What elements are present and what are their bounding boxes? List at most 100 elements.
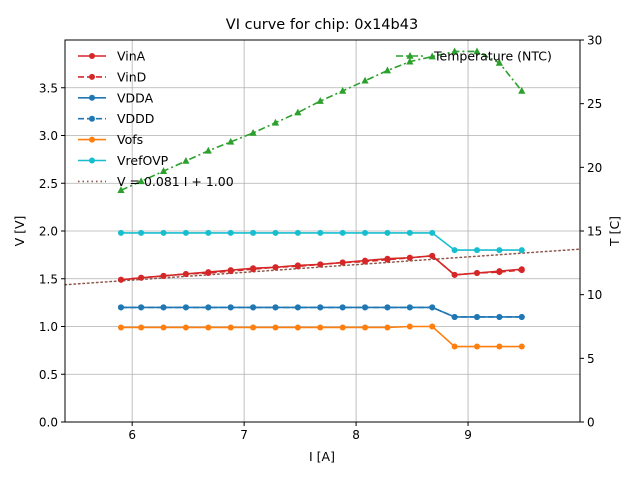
point-vofs bbox=[160, 324, 167, 331]
point-vind bbox=[250, 266, 257, 273]
legend-label-vddd: VDDD bbox=[117, 111, 154, 126]
point-vind bbox=[518, 267, 525, 274]
point-vrefovp bbox=[339, 229, 346, 236]
point-vddd bbox=[317, 304, 324, 311]
point-vrefovp bbox=[406, 229, 413, 236]
point-vofs bbox=[518, 343, 525, 350]
point-vind bbox=[362, 258, 369, 265]
y-tick-label: 1.0 bbox=[39, 320, 58, 334]
legend-label-fit: V = 0.081 I + 1.00 bbox=[117, 174, 234, 189]
series-layer bbox=[64, 47, 581, 350]
y-tick-label: 2.0 bbox=[39, 225, 58, 239]
point-temperature bbox=[294, 108, 302, 116]
point-vddd bbox=[496, 313, 503, 320]
y2-axis-label: T [C] bbox=[607, 216, 622, 247]
point-vrefovp bbox=[496, 247, 503, 254]
point-vind bbox=[406, 254, 413, 261]
point-vrefovp bbox=[362, 229, 369, 236]
point-vddd bbox=[138, 304, 145, 311]
point-vddd bbox=[117, 304, 124, 311]
point-vddd bbox=[205, 304, 212, 311]
point-temperature bbox=[249, 128, 257, 136]
point-vddd bbox=[227, 304, 234, 311]
point-temperature bbox=[339, 86, 347, 94]
point-vind bbox=[474, 270, 480, 277]
point-vofs bbox=[117, 324, 124, 331]
point-temperature bbox=[204, 146, 212, 154]
point-vddd bbox=[518, 313, 525, 320]
legend-marker-temperature bbox=[406, 52, 414, 59]
y-tick-label: 0.5 bbox=[39, 368, 58, 382]
point-vofs bbox=[227, 324, 234, 331]
point-temperature bbox=[383, 66, 392, 74]
point-vind bbox=[182, 270, 189, 277]
point-vind bbox=[496, 269, 503, 276]
point-vind bbox=[138, 274, 145, 281]
x-tick-label: 9 bbox=[464, 428, 472, 442]
legend-label-vrefovp: VrefOVP bbox=[117, 153, 169, 168]
point-vofs bbox=[474, 343, 480, 350]
y-tick-label: 3.0 bbox=[39, 129, 58, 143]
axes: 6 7 8 9 0.0 0.5 1.0 1.5 2.0 2.5 3.0 3.5 0 5 10 15 20 25 30 bbox=[39, 34, 602, 443]
point-vrefovp bbox=[250, 229, 257, 236]
x-tick-label: 8 bbox=[352, 428, 360, 442]
point-temperature bbox=[473, 47, 481, 55]
point-vddd bbox=[406, 304, 413, 311]
legend-marker-vrefovp bbox=[89, 157, 95, 164]
point-vrefovp bbox=[227, 229, 234, 236]
legend-marker-vind bbox=[89, 73, 95, 80]
point-vofs bbox=[339, 324, 346, 331]
point-vrefovp bbox=[474, 247, 480, 254]
point-vind bbox=[117, 276, 124, 283]
point-vind bbox=[160, 272, 167, 279]
point-temperature bbox=[518, 86, 526, 94]
point-vofs bbox=[317, 324, 324, 331]
legend-label-vina: VinA bbox=[117, 49, 146, 64]
legend-marker-vddd bbox=[89, 115, 95, 122]
legend-label-vdda: VDDA bbox=[117, 90, 154, 105]
point-vddd bbox=[339, 304, 346, 311]
point-vrefovp bbox=[384, 229, 391, 236]
legend-marker-vdda bbox=[89, 94, 95, 101]
point-vddd bbox=[384, 304, 391, 311]
point-vofs bbox=[496, 343, 503, 350]
point-vofs bbox=[429, 323, 436, 330]
point-vofs bbox=[362, 324, 369, 331]
point-vddd bbox=[451, 313, 458, 320]
point-vind bbox=[294, 263, 301, 270]
point-vrefovp bbox=[160, 229, 167, 236]
x-tick-label: 6 bbox=[128, 428, 136, 442]
point-vofs bbox=[138, 324, 145, 331]
point-vind bbox=[384, 256, 391, 263]
point-temperature bbox=[451, 47, 459, 55]
point-vrefovp bbox=[518, 247, 525, 254]
point-vrefovp bbox=[117, 229, 124, 236]
legend-label-vind: VinD bbox=[117, 69, 146, 84]
point-vind bbox=[429, 252, 436, 259]
point-temperature bbox=[271, 118, 280, 126]
y2-tick-label: 10 bbox=[587, 288, 602, 302]
point-vrefovp bbox=[272, 229, 279, 236]
y-tick-label: 2.5 bbox=[39, 177, 58, 191]
point-vind bbox=[317, 261, 324, 268]
point-vind bbox=[339, 259, 346, 266]
point-vofs bbox=[294, 324, 301, 331]
point-temperature bbox=[137, 177, 145, 185]
point-temperature bbox=[406, 57, 414, 65]
point-vind bbox=[272, 264, 279, 271]
y2-tick-label: 30 bbox=[587, 34, 602, 48]
point-vofs bbox=[384, 324, 391, 331]
point-vddd bbox=[250, 304, 257, 311]
x-tick-label: 7 bbox=[240, 428, 248, 442]
point-vofs bbox=[272, 324, 279, 331]
point-vrefovp bbox=[429, 229, 436, 236]
legend-marker-vofs bbox=[89, 136, 95, 143]
point-vrefovp bbox=[451, 247, 458, 254]
point-vrefovp bbox=[294, 229, 301, 236]
point-temperature bbox=[428, 52, 436, 60]
point-vrefovp bbox=[138, 229, 145, 236]
point-vind bbox=[451, 271, 458, 278]
point-temperature bbox=[182, 156, 190, 164]
y2-tick-label: 15 bbox=[587, 225, 602, 239]
point-vddd bbox=[272, 304, 279, 311]
